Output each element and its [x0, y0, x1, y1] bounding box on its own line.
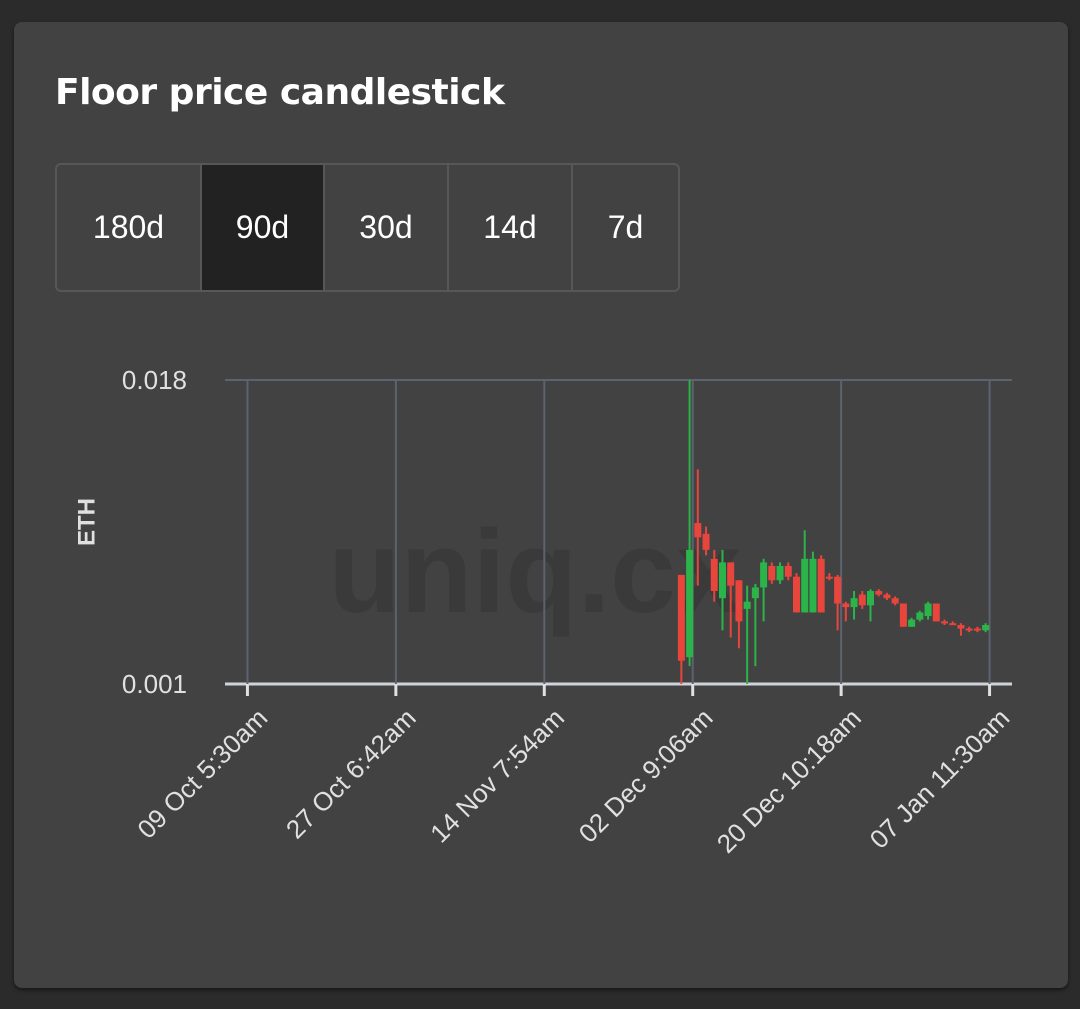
range-tab[interactable]: 30d [325, 165, 449, 290]
candle-body [784, 565, 792, 577]
candle [727, 562, 735, 638]
candle-body [965, 628, 973, 631]
x-tick-label: 14 Nov 7:54am [424, 703, 570, 849]
candle-body [858, 594, 866, 606]
candle-body [973, 628, 981, 631]
candle [817, 555, 825, 613]
watermark: uniq.cx [328, 506, 741, 638]
candle [842, 601, 850, 622]
candle-body [694, 523, 702, 538]
candle [694, 469, 702, 586]
range-tab[interactable]: 180d [57, 165, 202, 290]
candle-body [850, 598, 858, 608]
candle-body [949, 623, 957, 626]
candle [718, 549, 726, 631]
candle [784, 562, 792, 581]
candle-body [809, 558, 817, 613]
x-tick-label: 20 Dec 10:18am [711, 703, 867, 859]
candle [760, 558, 768, 622]
y-axis-title: ETH [73, 498, 100, 546]
candle [875, 589, 883, 597]
range-tabs: 180d 90d 30d 14d 7d [55, 163, 680, 292]
candle-body [825, 576, 833, 579]
x-tick-label: 27 Oct 6:42am [280, 703, 422, 845]
candle [686, 380, 694, 667]
candle [941, 619, 949, 625]
range-tab[interactable]: 90d [202, 165, 325, 290]
candle-body [760, 562, 768, 588]
candle-body [916, 612, 924, 620]
candle [743, 585, 751, 684]
candle-body [957, 624, 965, 629]
candle [932, 603, 940, 622]
candle [899, 603, 907, 627]
y-tick-label: 0.018 [122, 365, 187, 395]
candle [916, 610, 924, 622]
candle [834, 574, 842, 631]
candle [710, 549, 718, 602]
candle [957, 623, 965, 636]
candle [776, 562, 784, 584]
candle [965, 626, 973, 633]
candle [973, 626, 981, 633]
candle-body [908, 619, 916, 627]
candle-body [718, 562, 726, 599]
candle-body [924, 603, 932, 617]
candle-body [875, 591, 883, 595]
candle-body [941, 621, 949, 624]
candle [883, 592, 891, 600]
candle-body [776, 565, 784, 581]
x-tick-label: 02 Dec 9:06am [573, 703, 719, 849]
candle-body [677, 574, 685, 661]
candle-body [891, 598, 899, 604]
candle [751, 583, 759, 667]
candle-body [834, 576, 842, 604]
candle-body [982, 624, 990, 631]
candle [908, 617, 916, 627]
candle-body [743, 601, 751, 609]
candle-body [899, 603, 907, 627]
candle-body [702, 533, 710, 550]
candle [702, 526, 710, 556]
candle [677, 574, 685, 684]
range-tab[interactable]: 14d [449, 165, 573, 290]
y-tick-label: 0.001 [122, 669, 187, 699]
candle [768, 562, 776, 584]
candle-body [842, 603, 850, 608]
candle [982, 623, 990, 633]
candle [858, 591, 866, 609]
candle [924, 601, 932, 620]
candle-body [866, 591, 874, 606]
candle [801, 530, 809, 613]
candle [825, 573, 833, 581]
candle [949, 621, 957, 626]
candle-body [792, 576, 800, 613]
candle-body [801, 558, 809, 613]
range-tab[interactable]: 7d [607, 209, 644, 245]
candle-body [932, 603, 940, 622]
candle-body [817, 558, 825, 613]
candle-body [883, 594, 891, 599]
candle-body [768, 565, 776, 581]
candle [735, 580, 743, 649]
card: Floor price candlestick 180d 90d 30d 14d 7d [14, 22, 1068, 988]
candle-body [710, 558, 718, 592]
candle [809, 551, 817, 613]
candle [891, 596, 899, 606]
x-tick-label: 09 Oct 5:30am [131, 703, 273, 845]
card-title: Floor price candlestick [55, 72, 505, 113]
candle [792, 573, 800, 613]
candle-body [735, 580, 743, 622]
candle-body [686, 549, 694, 658]
candle-body [751, 587, 759, 599]
candle [866, 589, 874, 622]
candle-body [727, 562, 735, 586]
x-tick-label: 07 Jan 11:30am [864, 703, 1016, 855]
candle [850, 591, 858, 620]
